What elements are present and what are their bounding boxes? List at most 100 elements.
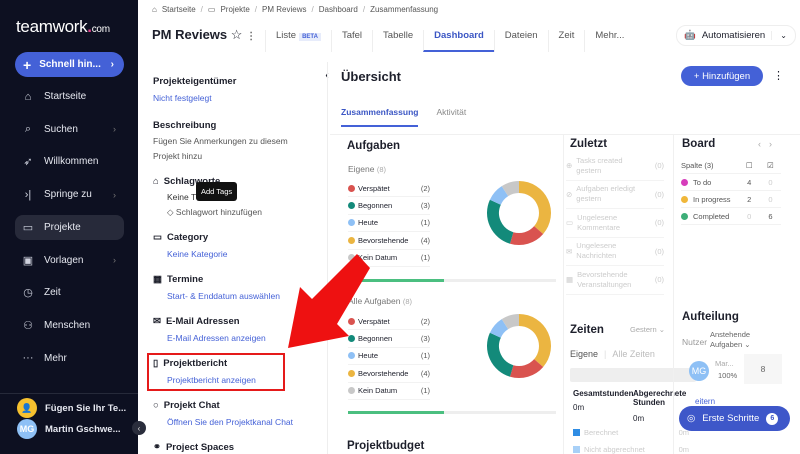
crumb-dashboard[interactable]: Dashboard (318, 5, 358, 14)
time-row: Berechnet 0m (573, 428, 689, 437)
chevron-right-icon[interactable]: › (769, 139, 772, 149)
legend-dot (348, 202, 355, 210)
sidebar-item-suchen[interactable]: ⌕ Suchen › (15, 117, 124, 142)
sidebar-item-willkommen[interactable]: ➶ Willkommen (15, 149, 124, 174)
chevron-right-icon: › (113, 189, 116, 200)
donut-slice-bevorstehende[interactable] (518, 314, 551, 367)
home-icon: ⌂ (152, 5, 157, 14)
sidebar-item-mehr[interactable]: ··· Mehr (15, 346, 124, 371)
tab-tafel[interactable]: Tafel (330, 30, 372, 52)
chat-link[interactable]: Öffnen Sie den Projektkanal Chat (167, 417, 294, 427)
jump-icon: ›| (24, 188, 32, 201)
user-name: Martin Gschwe... (45, 423, 121, 435)
automate-button[interactable]: 🤖 Automatisieren ⌄ (676, 25, 796, 46)
recent-item[interactable]: ▦ Bevorstehende Veranstaltungen (0) (566, 266, 664, 295)
legend-item[interactable]: Bevorstehende (4) (348, 365, 430, 383)
recent-icon: ⊘ (566, 189, 573, 199)
getting-started-button[interactable]: ◎ Erste Schritte 6 (679, 406, 790, 431)
chevron-down-icon[interactable]: ⌄ (771, 31, 787, 40)
recent-label: Aufgaben erledigt gestern (576, 184, 636, 204)
sidebar-item-springe-zu[interactable]: ›| Springe zu › (15, 182, 124, 207)
donut-slice-verspätet[interactable] (509, 225, 544, 245)
tab-mine-times[interactable]: Eigene (570, 349, 599, 359)
kebab-menu-icon[interactable]: ⋮ (246, 31, 257, 42)
sidebar-item-zeit[interactable]: ◷ Zeit (15, 280, 124, 305)
crumb-projekte[interactable]: Projekte (220, 5, 250, 14)
crumb-project[interactable]: PM Reviews (262, 5, 307, 14)
legend-item[interactable]: Bevorstehende (4) (348, 232, 430, 250)
add-tag-link[interactable]: ◇ Schlagwort hinzufügen (167, 207, 262, 217)
sidebar-item-startseite[interactable]: ⌂ Startseite (15, 84, 124, 109)
legend-item[interactable]: Heute (1) (348, 215, 430, 233)
recent-item[interactable]: ⊘ Aufgaben erledigt gestern (0) (566, 181, 664, 209)
description-text[interactable]: Fügen Sie Anmerkungen zu diesem Projekt h… (153, 136, 288, 161)
legend-item[interactable]: Begonnen (3) (348, 330, 430, 348)
recent-item[interactable]: ▭ Ungelesene Kommentare (0) (566, 209, 664, 238)
folder-icon: ▭ (207, 5, 216, 14)
tab-zeit[interactable]: Zeit (547, 30, 585, 52)
legend-item[interactable]: Heute (1) (348, 348, 430, 366)
range-dropdown[interactable]: Gestern ⌄ (630, 325, 666, 334)
donut-slice-heute[interactable] (489, 319, 509, 339)
email-link[interactable]: E-Mail Adressen anzeigen (167, 333, 266, 343)
logo[interactable]: teamwork.com (16, 17, 110, 36)
tab-tabelle[interactable]: Tabelle (372, 30, 423, 52)
legend-item[interactable]: Verspätet (2) (348, 313, 430, 331)
user-percent: 100% (718, 371, 738, 380)
highlight-box (147, 353, 285, 391)
chevron-left-icon[interactable]: ‹ (758, 139, 761, 149)
owner-link[interactable]: Nicht festgelegt (153, 93, 212, 103)
collapse-sidebar-icon[interactable]: ‹ (132, 421, 146, 435)
crumb-startseite[interactable]: Startseite (161, 5, 196, 14)
tab-mehr[interactable]: Mehr... (584, 30, 634, 52)
sidebar-item-projekte[interactable]: ▭ Projekte (15, 214, 124, 240)
donut-slice-heute[interactable] (489, 186, 509, 206)
tab-liste[interactable]: Liste BETA (265, 30, 331, 52)
star-icon[interactable]: ☆ (230, 27, 243, 42)
tab-summary[interactable]: Zusammenfassung (341, 107, 419, 127)
user-profile[interactable]: MG Martin Gschwe... (17, 419, 121, 439)
people-icon: ⚇ (23, 319, 33, 332)
add-team-button[interactable]: 👤 Fügen Sie Ihr Te... (17, 398, 126, 418)
board-row[interactable]: Completed 0 6 (681, 208, 781, 225)
add-button[interactable]: + Hinzufügen (681, 66, 763, 86)
sidebar: teamwork.com + Schnell hin... › ⌂ Startseit… (0, 0, 146, 454)
sidebar-item-menschen[interactable]: ⚇ Menschen (15, 313, 124, 338)
legend-item[interactable]: Verspätet (2) (348, 180, 430, 198)
pending-column-header[interactable]: Anstehende Aufgaben ⌄ (710, 330, 751, 349)
report-link[interactable]: Projektbericht anzeigen (167, 375, 256, 385)
plus-icon: + (23, 56, 32, 73)
kebab-menu-icon[interactable]: ⋮ (773, 70, 784, 82)
legend-label: Heute (358, 218, 379, 228)
legend-dot (348, 236, 355, 244)
sidebar-item-label: Vorlagen (44, 254, 84, 266)
progress-bar (348, 411, 556, 414)
donut-slice-verspätet[interactable] (509, 358, 544, 378)
legend-item[interactable]: Kein Datum (1) (348, 250, 430, 267)
recent-item[interactable]: ✉ Ungelesene Nachrichten (0) (566, 238, 664, 266)
tab-dateien[interactable]: Dateien (493, 30, 548, 52)
tab-activity[interactable]: Aktivität (436, 107, 467, 117)
tab-dashboard[interactable]: Dashboard (423, 30, 494, 52)
donut-slice-kein-datum[interactable] (501, 314, 520, 330)
tab-all-times[interactable]: Alle Zeiten (612, 349, 655, 359)
donut-slice-begonnen[interactable] (487, 332, 514, 377)
dates-link[interactable]: Start- & Enddatum auswählen (167, 291, 280, 301)
category-link[interactable]: Keine Kategorie (167, 249, 228, 259)
sidebar-item-vorlagen[interactable]: ▣ Vorlagen › (15, 248, 124, 273)
board-row[interactable]: In progress 2 0 (681, 191, 781, 208)
check-circle-icon: ◎ (687, 413, 696, 424)
quick-add-button[interactable]: + Schnell hin... › (15, 52, 124, 77)
donut-slice-begonnen[interactable] (487, 199, 514, 244)
legend-item[interactable]: Begonnen (3) (348, 197, 430, 215)
donut-slice-kein-datum[interactable] (501, 181, 520, 197)
board-row[interactable]: To do 4 0 (681, 174, 781, 191)
legend-dot (348, 335, 355, 343)
recent-item[interactable]: ⊕ Tasks created gestern (0) (566, 152, 664, 181)
donut-slice-bevorstehende[interactable] (518, 181, 551, 234)
more-link[interactable]: eitern (695, 397, 716, 406)
legend-dot (348, 369, 355, 377)
legend-count: (4) (420, 368, 430, 378)
templates-icon: ▣ (22, 254, 34, 267)
legend-item[interactable]: Kein Datum (1) (348, 383, 430, 400)
